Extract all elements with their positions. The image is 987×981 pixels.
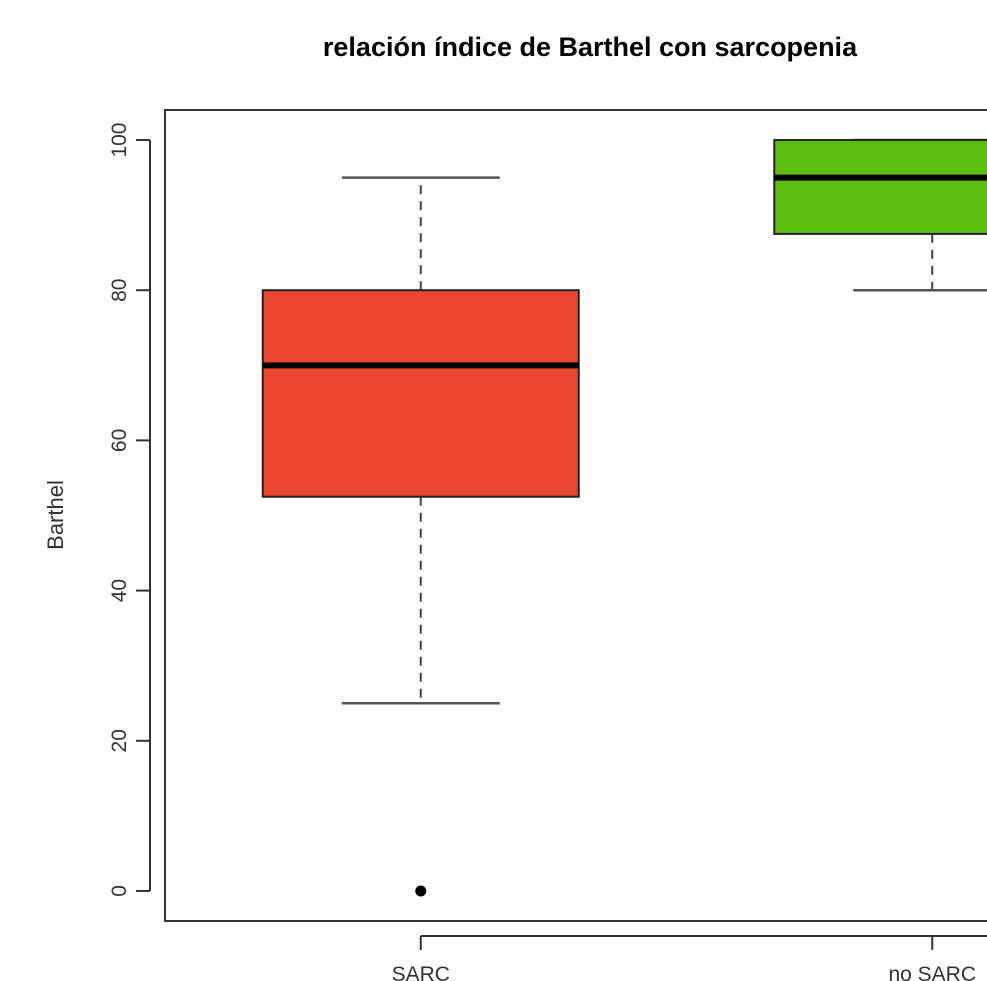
outlier-point-0	[415, 885, 427, 897]
x-tick-label-1: no SARC	[888, 963, 976, 981]
y-tick-label-80: 80	[108, 279, 131, 302]
boxes-layer	[261, 138, 987, 897]
y-axis: 0 20 40 60 80 100	[108, 123, 151, 897]
y-tick-label-60: 60	[108, 429, 131, 452]
y-tick-label-40: 40	[108, 579, 131, 602]
y-tick-label-20: 20	[108, 729, 131, 752]
y-axis-label: Barthel	[43, 480, 68, 550]
box-body	[773, 139, 987, 235]
x-axis: SARC no SARC	[392, 935, 987, 981]
box-0	[261, 176, 580, 897]
y-tick-label-100: 100	[108, 123, 131, 158]
box-body	[261, 289, 580, 498]
chart-title: relación índice de Barthel con sarcopeni…	[323, 32, 858, 62]
x-tick-label-0: SARC	[392, 963, 450, 981]
y-tick-label-0: 0	[108, 885, 131, 897]
plot-frame	[164, 109, 987, 922]
box-1	[773, 138, 987, 292]
